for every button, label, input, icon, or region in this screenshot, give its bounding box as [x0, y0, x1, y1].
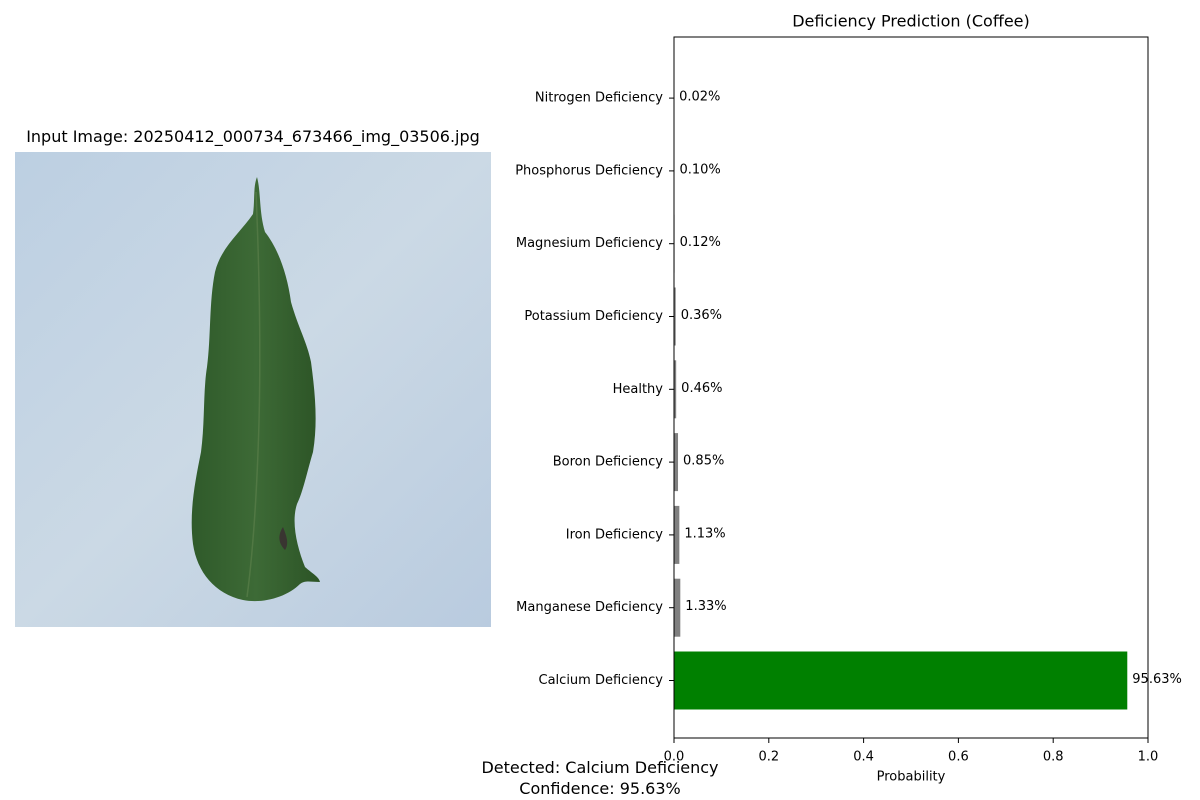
category-label: Potassium Deficiency — [524, 309, 663, 324]
leaf-icon — [191, 177, 320, 602]
leaf-damage-spot — [279, 527, 288, 550]
value-label: 0.10% — [679, 162, 720, 177]
prediction-summary: Detected: Calcium Deficiency Confidence:… — [0, 757, 1200, 799]
leaf-midrib — [246, 191, 261, 598]
plot-frame — [673, 36, 1149, 739]
category-label: Phosphorus Deficiency — [515, 163, 663, 178]
category-label: Magnesium Deficiency — [516, 236, 663, 251]
category-label: Manganese Deficiency — [516, 600, 663, 615]
detected-label: Detected: Calcium Deficiency — [481, 758, 719, 777]
value-label: 0.36% — [681, 308, 722, 323]
category-label: Boron Deficiency — [553, 455, 664, 470]
x-tick-label: 0.0 — [664, 750, 685, 765]
chart-title: Deficiency Prediction (Coffee) — [792, 12, 1030, 31]
x-tick-label: 0.4 — [853, 750, 874, 765]
value-label: 0.85% — [683, 454, 724, 469]
x-tick-label: 0.6 — [948, 750, 969, 765]
category-label: Iron Deficiency — [566, 527, 664, 542]
value-label: 0.12% — [680, 235, 721, 250]
category-label: Nitrogen Deficiency — [535, 91, 663, 106]
bar — [674, 578, 681, 637]
value-label: 95.63% — [1132, 672, 1182, 687]
value-label: 1.13% — [684, 526, 725, 541]
bar — [674, 505, 680, 564]
confidence-label: Confidence: 95.63% — [519, 779, 681, 798]
leaf-photo — [15, 152, 491, 627]
value-label: 1.33% — [685, 599, 726, 614]
x-tick-label: 1.0 — [1138, 750, 1159, 765]
image-title: Input Image: 20250412_000734_673466_img_… — [26, 127, 480, 146]
category-label: Calcium Deficiency — [539, 673, 664, 688]
bar — [674, 287, 676, 346]
x-tick-label: 0.8 — [1043, 750, 1064, 765]
x-axis-label: Probability — [877, 770, 946, 785]
value-label: 0.02% — [679, 90, 720, 105]
category-label: Healthy — [613, 382, 664, 397]
x-tick-label: 0.2 — [758, 750, 779, 765]
bar — [674, 651, 1128, 710]
value-label: 0.46% — [681, 381, 722, 396]
bar — [674, 433, 679, 492]
bar — [674, 360, 677, 419]
input-image — [15, 152, 491, 627]
